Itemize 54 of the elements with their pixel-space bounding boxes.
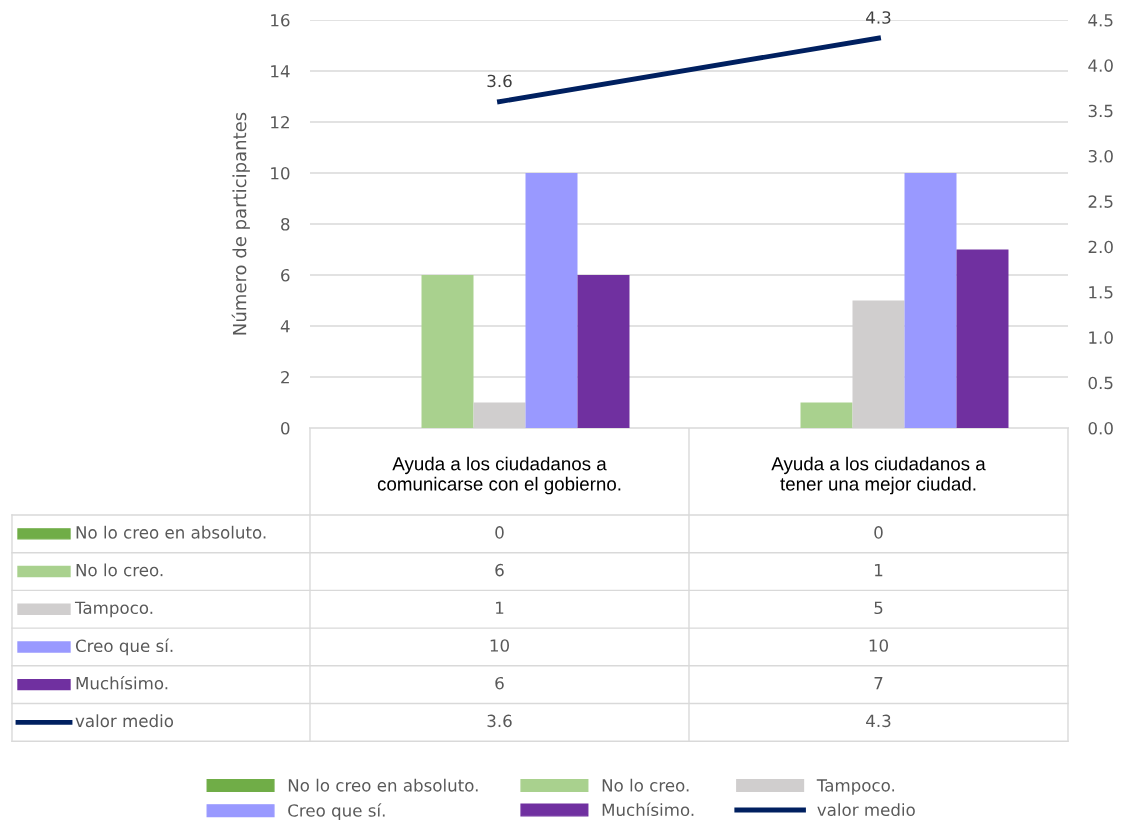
data-label: 10 xyxy=(490,639,509,652)
y-tick-label: 4 xyxy=(280,320,290,333)
legend-label: valor medio xyxy=(75,714,174,728)
y-tick-label: 10 xyxy=(271,166,290,180)
y2-tick-label: 2.0 xyxy=(1088,240,1113,254)
text: No lo creo en absoluto. xyxy=(288,778,478,792)
data-label: 1 xyxy=(875,564,883,577)
y2-tick-label: 1.5 xyxy=(1089,286,1113,299)
y-tick-label: 16 xyxy=(271,13,290,27)
text: No lo creo. xyxy=(602,778,689,792)
legend-label: Tampoco. xyxy=(816,779,895,795)
bar xyxy=(904,173,957,428)
y-tick-label: 2 xyxy=(281,370,289,384)
y2-tick-label: 4.5 xyxy=(1088,14,1113,27)
bar xyxy=(525,173,578,428)
data-label: 1 xyxy=(496,601,504,614)
data-label: 6 xyxy=(495,676,504,690)
y2-tick-label: 4.0 xyxy=(1088,59,1113,72)
legend-label: No lo creo en absoluto. xyxy=(76,525,266,539)
legend-label: No lo creo. xyxy=(76,563,163,577)
text: Creo que sí. xyxy=(75,638,173,656)
text: Muchísimo. xyxy=(76,675,168,690)
data-label: 0 xyxy=(874,526,883,539)
y-tick-label: 0 xyxy=(281,421,290,435)
y2-tick-label: 3.0 xyxy=(1088,149,1113,163)
data-label: 10 xyxy=(869,639,888,652)
legend-label: Creo que sí. xyxy=(288,803,385,820)
data-label: 7 xyxy=(874,677,883,690)
data-label: 3.6 xyxy=(487,714,512,728)
legend-label: Muchísimo. xyxy=(602,802,694,817)
text: valor medio xyxy=(817,803,915,817)
y2-tick-label: 0.0 xyxy=(1088,421,1113,435)
y-tick-label: 14 xyxy=(271,65,290,78)
y-tick-label: 6 xyxy=(281,268,290,282)
bar xyxy=(577,275,630,428)
y-axis-title: Número de participantes xyxy=(231,112,250,335)
bar xyxy=(800,402,853,428)
y-tick-label: 8 xyxy=(281,217,290,231)
y2-tick-label: 1.0 xyxy=(1089,331,1113,344)
data-label: 5 xyxy=(874,601,883,615)
y2-tick-label: 0.5 xyxy=(1088,376,1113,390)
x-tick-label: Ayuda a los ciudadanos a comunicarse con el gobierno. xyxy=(377,456,621,495)
data-label: 0 xyxy=(495,526,504,539)
text: Tampoco. xyxy=(74,601,153,618)
data-label: 6 xyxy=(495,563,504,577)
bar xyxy=(421,275,474,428)
text: 4.3 xyxy=(866,11,891,24)
y-tick-label: 12 xyxy=(271,115,289,129)
bar xyxy=(956,249,1009,428)
x-tick-label: Ayuda a los ciudadanos a tener una mejor ciudad. xyxy=(771,456,986,495)
y2-tick-label: 3.5 xyxy=(1088,104,1113,118)
text: 3.6 xyxy=(487,74,512,88)
data-label: 4.3 xyxy=(866,714,891,728)
y2-tick-label: 2.5 xyxy=(1088,195,1113,208)
